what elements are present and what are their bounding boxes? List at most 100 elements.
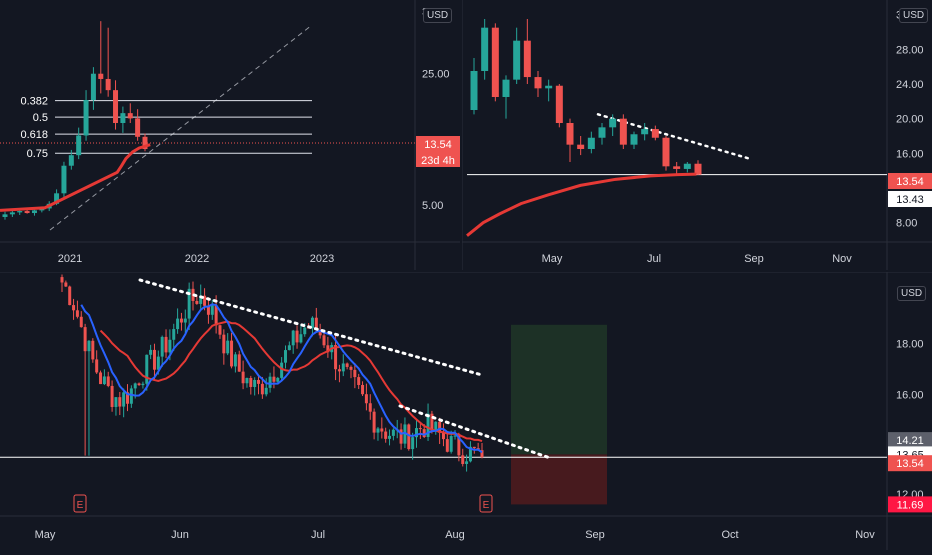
hourly-chart-panel[interactable]: 18.00 16.00 12.00 May Jun Jul Aug Sep Oct Nov E E 14…	[0, 271, 932, 550]
weekly-candle	[9, 212, 15, 215]
fib-label: 0.5	[33, 112, 48, 124]
hourly-candle	[152, 349, 156, 370]
daily-candle	[481, 27, 489, 72]
daily-downtrend-line	[596, 113, 754, 161]
hourly-tag-11-69-bg	[888, 496, 932, 513]
hourly-candle	[83, 327, 87, 352]
hourly-candle	[199, 295, 203, 304]
hourly-candle	[164, 336, 168, 353]
daily-candle	[683, 163, 691, 169]
hourly-candle	[176, 318, 180, 330]
hourly-candle	[461, 455, 465, 464]
weekly-candle	[61, 165, 67, 194]
weekly-price-tag-bg	[416, 136, 460, 152]
hourly-candle	[310, 317, 314, 328]
hourly-ma-red	[99, 320, 483, 442]
daily-price-tag-bg	[888, 173, 932, 189]
hourly-candle	[172, 329, 176, 340]
hourly-candle	[110, 385, 114, 407]
hourly-candle	[145, 354, 149, 384]
weekly-chart[interactable]: 25.0015.005.0035.002021202220230.3820.50…	[0, 0, 460, 270]
hourly-candle	[203, 295, 207, 306]
hourly-candle	[303, 327, 307, 335]
hourly-candle	[241, 371, 245, 384]
hourly-x-tick: Jun	[171, 529, 189, 541]
daily-chart-panel[interactable]: 32.0028.0024.0020.0016.008.00MayJulSepNo…	[461, 0, 932, 270]
hourly-candle	[449, 436, 453, 452]
hourly-candle	[187, 288, 191, 319]
hourly-candle	[361, 384, 365, 395]
weekly-diagonal-trendline	[49, 24, 313, 231]
earnings-marker: E	[77, 500, 84, 511]
hourly-candle	[357, 377, 361, 385]
hourly-x-tick: Aug	[445, 529, 465, 541]
hourly-candle	[64, 282, 68, 287]
currency-label-weekly: USD	[423, 8, 453, 23]
currency-label-daily: USD	[899, 8, 929, 23]
daily-candle	[630, 134, 638, 145]
daily-price-tag: 13.54	[896, 176, 924, 188]
hourly-candle	[345, 363, 349, 367]
daily-candle	[587, 137, 595, 149]
hourly-candle	[337, 369, 341, 372]
hourly-candle	[384, 431, 388, 439]
weekly-candle	[120, 113, 126, 123]
daily-candle	[545, 85, 553, 89]
hourly-candle	[257, 379, 261, 384]
hourly-candle	[368, 403, 372, 412]
fib-label: 0.75	[27, 148, 48, 160]
hourly-candle	[230, 340, 234, 367]
hourly-candle	[411, 437, 415, 450]
hourly-candle	[114, 397, 118, 407]
weekly-candle	[142, 136, 148, 150]
hourly-x-tick: May	[35, 529, 56, 541]
hourly-candle	[60, 277, 64, 283]
hourly-candle	[210, 305, 214, 315]
hourly-x-tick: Nov	[855, 529, 875, 541]
hourly-tag-14-21-bg	[888, 432, 932, 449]
hourly-candle	[318, 329, 322, 336]
daily-candle	[609, 118, 617, 128]
hourly-candle	[118, 397, 122, 407]
hourly-candle	[438, 421, 442, 433]
hourly-candle	[280, 362, 284, 378]
weekly-price-tag: 13.54	[424, 139, 452, 151]
weekly-x-tick: 2021	[58, 253, 82, 265]
earnings-marker: E	[483, 500, 490, 511]
weekly-countdown: 23d 4h	[421, 155, 455, 167]
hourly-x-tick: Oct	[721, 529, 738, 541]
daily-chart[interactable]: 32.0028.0024.0020.0016.008.00MayJulSepNo…	[461, 0, 932, 270]
daily-x-tick: May	[542, 253, 563, 265]
hourly-candle	[376, 428, 380, 433]
weekly-moving-average	[0, 143, 151, 212]
weekly-candle	[90, 73, 96, 100]
daily-candle	[694, 163, 702, 175]
hourly-candle	[264, 387, 268, 395]
daily-candle	[673, 166, 681, 169]
position-stop-zone	[511, 454, 607, 505]
weekly-candle	[135, 118, 141, 137]
hourly-candle	[214, 305, 218, 326]
hourly-candle	[299, 334, 303, 343]
hourly-candle	[426, 413, 430, 438]
hourly-candle	[472, 446, 476, 449]
hourly-candle	[407, 424, 411, 450]
hourly-candle	[102, 376, 106, 385]
daily-candle	[662, 137, 670, 167]
hourly-candle	[75, 310, 79, 317]
weekly-chart-panel[interactable]: 25.0015.005.0035.002021202220230.3820.50…	[0, 0, 460, 270]
daily-prev-close-tag: 13.43	[896, 194, 924, 206]
hourly-candle	[106, 376, 110, 386]
weekly-candle	[76, 135, 82, 156]
hourly-candle	[341, 363, 345, 372]
hourly-candle	[87, 340, 91, 352]
hourly-candle	[149, 349, 153, 355]
hourly-candle	[414, 428, 418, 438]
hourly-candle	[233, 354, 237, 367]
hourly-candle	[380, 428, 384, 432]
daily-x-tick: Nov	[832, 253, 852, 265]
hourly-tag-13-54: 13.54	[896, 458, 924, 470]
daily-candle	[534, 77, 542, 89]
weekly-candle	[113, 90, 119, 123]
